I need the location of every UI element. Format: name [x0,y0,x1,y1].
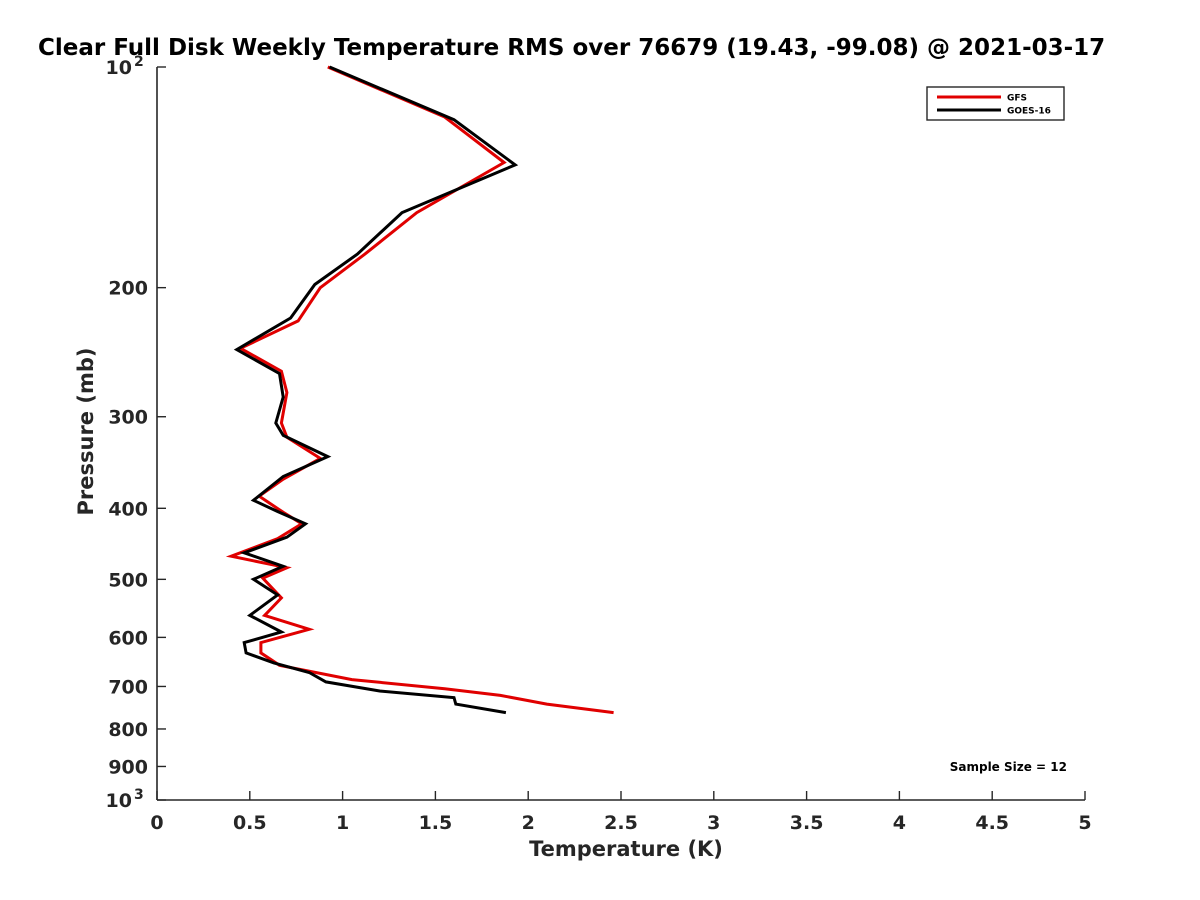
x-tick-label: 4 [893,812,906,834]
x-tick-label: 2 [522,812,535,834]
x-tick-label: 3.5 [790,812,824,834]
legend-label-goes-16: GOES-16 [1007,107,1051,117]
y-tick-label-exponent: 3 [134,787,144,803]
x-tick-label: 5 [1078,812,1091,834]
y-tick-label: 200 [108,278,148,300]
legend: GFS GOES-16 [926,86,1065,121]
y-axis-label: Pressure (mb) [74,348,98,516]
legend-label-gfs: GFS [1007,94,1027,104]
chart-title: Clear Full Disk Weekly Temperature RMS o… [38,35,1105,61]
x-tick-label: 0 [150,812,163,834]
y-tick-label: 10 [106,57,132,79]
y-tick-label: 600 [108,627,148,649]
y-tick-label: 900 [108,756,148,778]
x-axis-label: Temperature (K) [529,837,723,861]
y-tick-label-exponent: 2 [134,54,144,70]
x-tick-label: 3 [707,812,720,834]
x-tick-label: 4.5 [975,812,1009,834]
series-lines [225,65,614,715]
legend-box [926,86,1065,121]
x-tick-label: 2.5 [604,812,638,834]
y-tick-label: 10 [106,790,132,812]
y-tick-label: 300 [108,407,148,429]
y-tick-label: 700 [108,676,148,698]
axes: 0 0.5 1 1.5 2 2.5 3 3.5 4 4.5 510 22003004005006007… [74,54,1092,861]
series-line-goes-16 [233,65,519,715]
y-tick-label: 400 [108,498,148,520]
x-tick-label: 1.5 [419,812,453,834]
sample-size-annotation: Sample Size = 12 [950,760,1067,774]
y-tick-label: 500 [108,569,148,591]
x-tick-label: 1 [336,812,349,834]
y-tick-label: 800 [108,719,148,741]
x-tick-label: 0.5 [233,812,267,834]
